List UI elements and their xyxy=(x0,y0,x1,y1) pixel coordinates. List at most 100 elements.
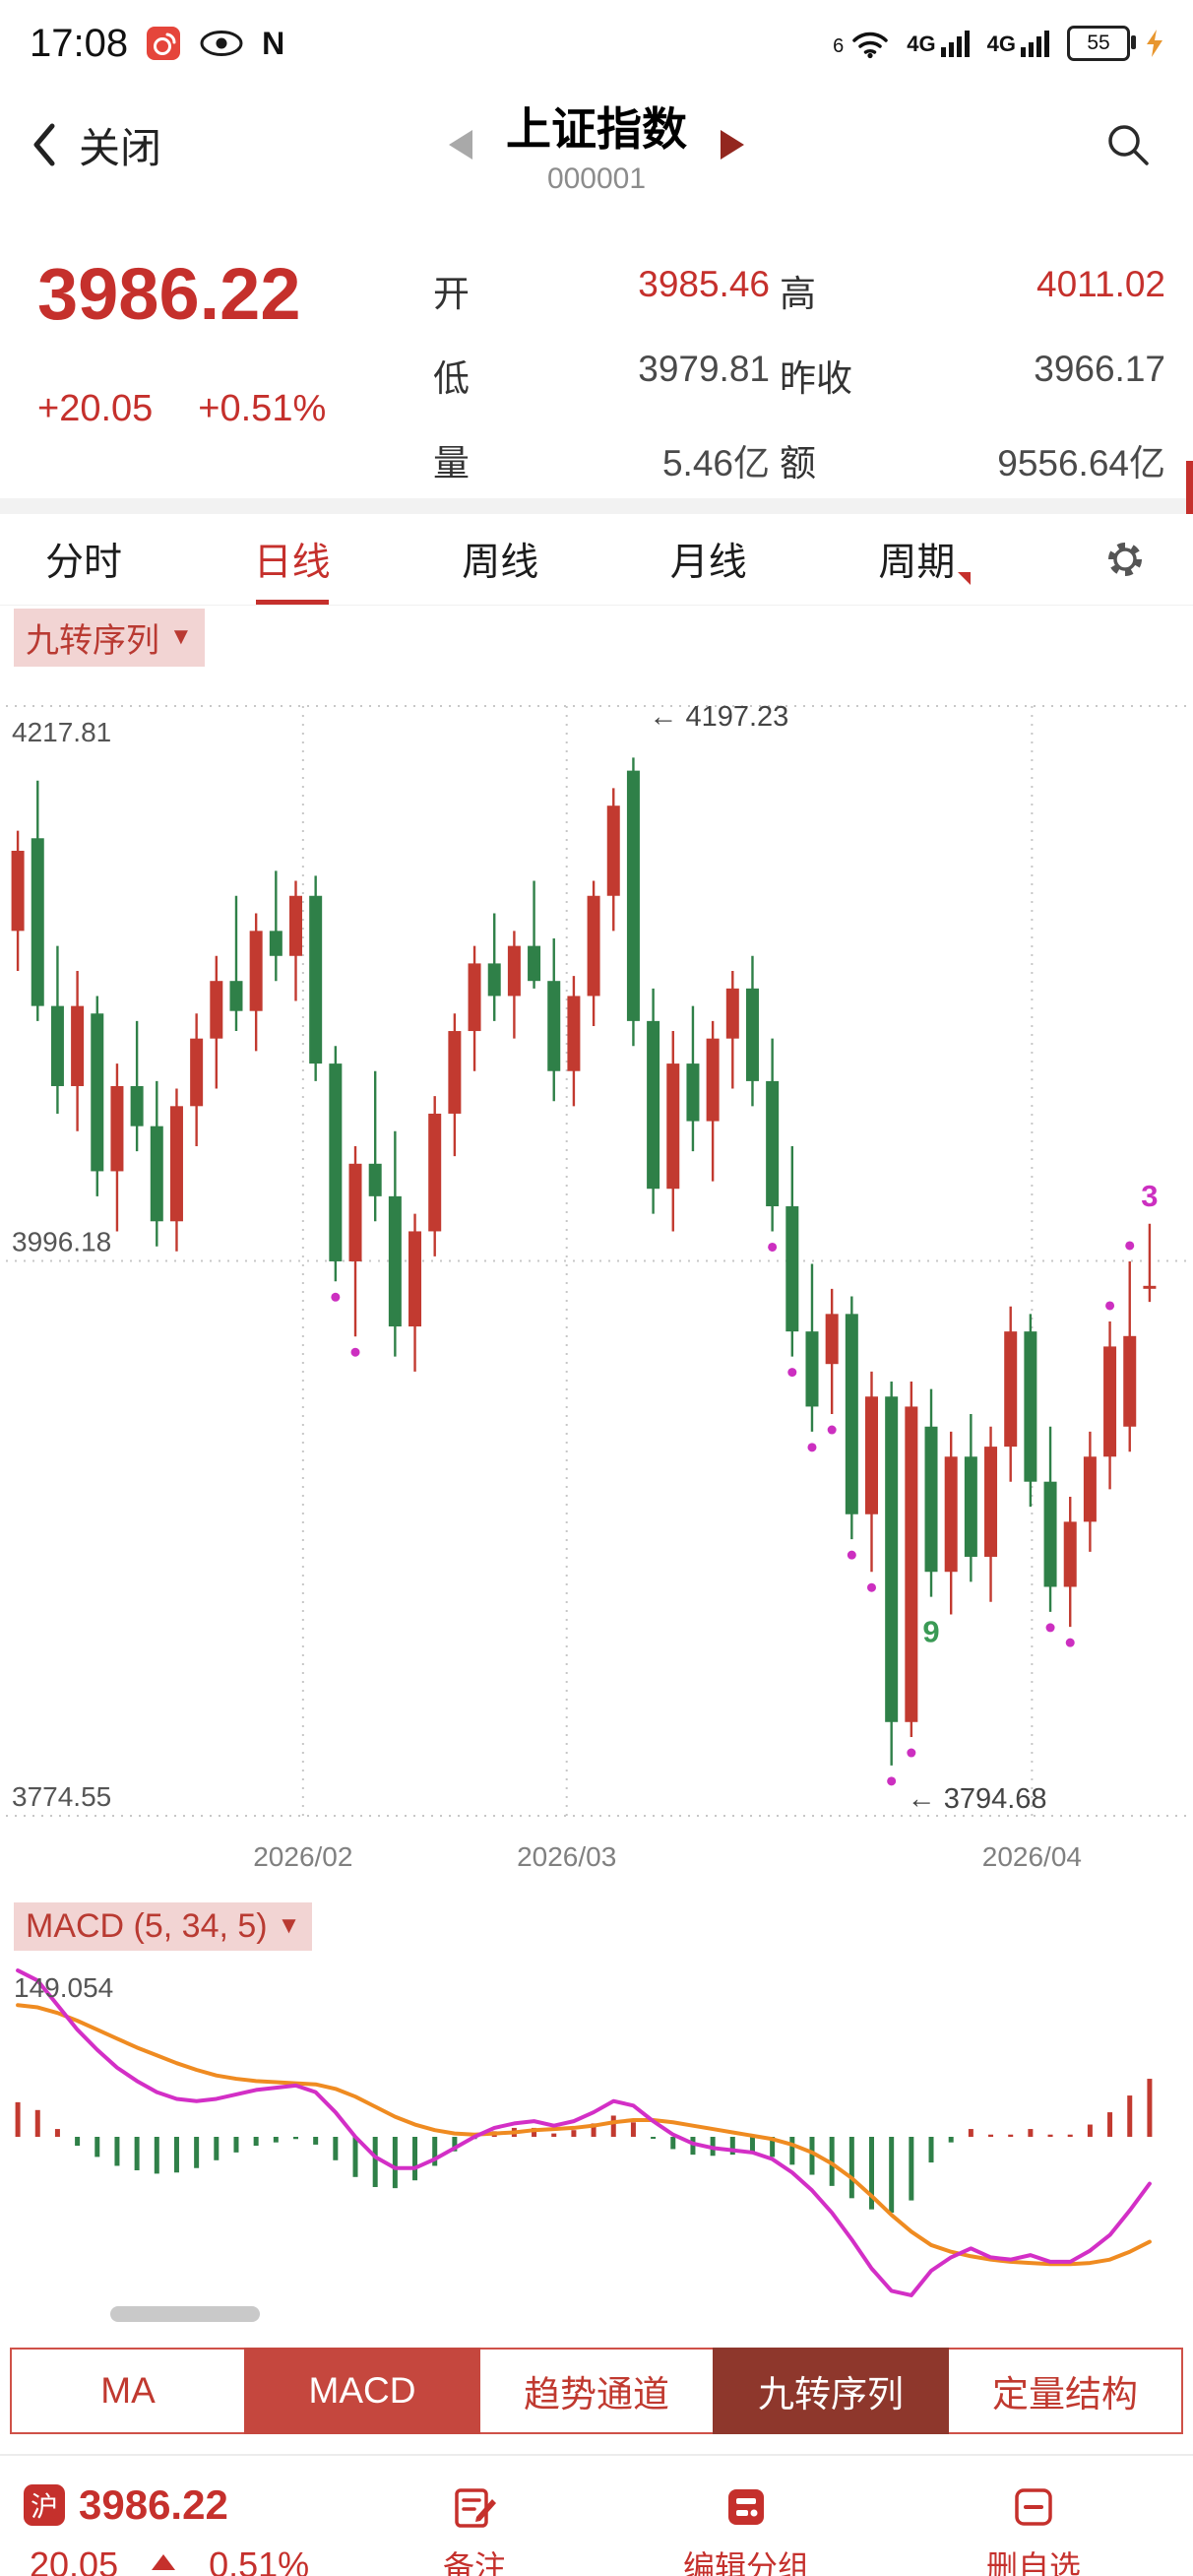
svg-text:2026/02: 2026/02 xyxy=(253,1841,352,1872)
indicator-tab-ma[interactable]: MA xyxy=(10,2348,246,2434)
bottom-change-percent: 0.51% xyxy=(209,2544,310,2576)
close-label: 关闭 xyxy=(79,124,162,171)
volume-value: 5.46亿 xyxy=(661,443,770,483)
signal-bars-icon xyxy=(1021,31,1049,57)
svg-text:9: 9 xyxy=(922,1615,939,1649)
corner-badge-icon xyxy=(958,572,972,585)
pane-scroll-indicator xyxy=(1186,461,1193,514)
high-value: 4011.02 xyxy=(1036,264,1165,304)
market-badge: 沪 xyxy=(24,2484,65,2526)
edit-group-icon xyxy=(727,2489,764,2525)
turnover-label: 额 xyxy=(780,443,816,483)
gear-icon[interactable] xyxy=(1102,537,1148,582)
next-stock-arrow-icon[interactable] xyxy=(721,130,744,160)
nfc-icon: N xyxy=(262,25,285,61)
main-indicator-selector[interactable]: 九转序列 ▼ xyxy=(14,608,205,667)
price-change-percent: +0.51% xyxy=(198,388,327,429)
main-indicator-chip-row: 九转序列 ▼ xyxy=(0,606,1193,669)
open-label: 开 xyxy=(433,274,470,314)
tab-weekly[interactable]: 周线 xyxy=(462,542,539,584)
sim2-signal: 4G xyxy=(987,30,1051,57)
back-chevron-icon xyxy=(33,123,55,166)
charging-bolt-icon xyxy=(1147,30,1162,57)
sub-indicator-chip-row: MACD (5, 34, 5) ▼ xyxy=(0,1895,1193,1958)
indicator-tab-macd[interactable]: MACD xyxy=(244,2348,480,2434)
chevron-down-icon: ▼ xyxy=(277,1912,301,1939)
remove-from-watchlist-icon xyxy=(1015,2488,1052,2526)
volume-label: 量 xyxy=(433,443,470,483)
svg-text:3: 3 xyxy=(1141,1179,1158,1213)
indicator-tab-trend-channel[interactable]: 趋势通道 xyxy=(478,2348,715,2434)
header: 关闭 上证指数 000001 xyxy=(0,87,1193,203)
prev-stock-arrow-icon[interactable] xyxy=(449,130,472,160)
prev-close-value: 3966.17 xyxy=(1034,349,1165,389)
macd-panel: 149.054 xyxy=(0,1958,1193,2332)
tab-daily[interactable]: 日线 xyxy=(254,532,331,605)
main-indicator-label: 九转序列 xyxy=(26,621,159,660)
tab-monthly[interactable]: 月线 xyxy=(669,542,747,584)
tab-period-label: 周期 xyxy=(878,542,956,584)
svg-text:3774.55: 3774.55 xyxy=(12,1781,111,1812)
remove-watchlist-button[interactable]: 删自选 xyxy=(986,2483,1081,2576)
remove-watchlist-label: 删自选 xyxy=(985,2549,1081,2576)
indicator-tab-nine-turn[interactable]: 九转序列 xyxy=(713,2348,949,2434)
chevron-down-icon: ▼ xyxy=(169,623,193,650)
sim1-network-type: 4G xyxy=(907,32,936,56)
stock-code: 000001 xyxy=(546,162,647,195)
close-button[interactable]: 关闭 xyxy=(0,115,161,175)
macd-chart[interactable]: 149.054 xyxy=(0,1958,1193,2332)
indicator-tab-quant-structure[interactable]: 定量结构 xyxy=(947,2348,1183,2434)
weibo-icon xyxy=(147,27,181,60)
tab-time-sharing[interactable]: 分时 xyxy=(45,542,123,584)
open-value: 3985.46 xyxy=(638,264,770,304)
svg-text:← 3794.68: ← 3794.68 xyxy=(908,1783,1047,1815)
clock: 17:08 xyxy=(30,21,129,65)
svg-text:3996.18: 3996.18 xyxy=(12,1227,111,1257)
indicator-tab-bar: MA MACD 趋势通道 九转序列 定量结构 xyxy=(10,2348,1183,2434)
candlestick-chart[interactable]: 2026/02 2026/03 2026/04 4217.81 3996.18 3774.… xyxy=(0,669,1193,1895)
eye-icon xyxy=(200,31,243,56)
sub-indicator-selector[interactable]: MACD (5, 34, 5) ▼ xyxy=(14,1901,313,1951)
svg-text:4217.81: 4217.81 xyxy=(12,717,111,747)
period-tab-bar: 分时 日线 周线 月线 周期 xyxy=(0,514,1193,606)
notes-label: 备注 xyxy=(442,2549,506,2576)
turnover-value: 9556.64亿 xyxy=(997,443,1165,483)
low-label: 低 xyxy=(433,358,470,399)
svg-text:149.054: 149.054 xyxy=(14,1972,113,2003)
low-value: 3979.81 xyxy=(638,349,770,389)
price-change: +20.05 xyxy=(37,388,154,429)
tab-period[interactable]: 周期 xyxy=(878,532,972,587)
sub-indicator-label: MACD (5, 34, 5) xyxy=(26,1906,268,1945)
sim1-signal: 4G xyxy=(907,30,971,57)
up-triangle-icon xyxy=(152,2554,176,2570)
status-bar: 17:08 N 6 4G xyxy=(0,0,1193,87)
search-button[interactable] xyxy=(1104,121,1193,168)
prev-close-label: 昨收 xyxy=(780,358,852,399)
sim2-network-type: 4G xyxy=(986,32,1016,56)
bottom-change: 20.05 xyxy=(30,2544,119,2576)
svg-text:2026/04: 2026/04 xyxy=(982,1841,1082,1872)
battery-percent: 55 xyxy=(1087,32,1110,54)
section-divider xyxy=(0,461,1193,514)
svg-text:← 4197.23: ← 4197.23 xyxy=(649,701,788,733)
chart-scrollbar[interactable] xyxy=(110,2306,260,2322)
signal-bars-icon xyxy=(940,31,970,57)
battery-indicator: 55 xyxy=(1067,26,1136,61)
bottom-quote-summary: 沪 3986.22 20.05 0.51% xyxy=(24,2481,354,2576)
search-icon xyxy=(1108,125,1149,165)
wifi-6-label: 6 xyxy=(833,35,845,57)
bottom-price: 3986.22 xyxy=(79,2481,228,2528)
last-price: 3986.22 xyxy=(37,253,301,335)
high-label: 高 xyxy=(780,274,816,314)
edit-group-button[interactable]: 编辑分组 xyxy=(683,2483,809,2576)
svg-text:2026/03: 2026/03 xyxy=(517,1841,616,1872)
quote-fields-grid: 开 3985.46 高 4011.02 低 3979.81 昨收 3966.17… xyxy=(433,258,1165,498)
notes-button[interactable]: 备注 xyxy=(443,2483,506,2576)
wifi-icon xyxy=(852,32,889,59)
note-icon xyxy=(455,2488,496,2528)
bottom-action-bar: 沪 3986.22 20.05 0.51% 备注 xyxy=(0,2454,1193,2576)
page-title: 上证指数 xyxy=(506,103,687,155)
edit-group-label: 编辑分组 xyxy=(682,2549,809,2576)
quote-panel: 3986.22 +20.05 +0.51% 开 3985.46 高 4011.0… xyxy=(0,203,1193,498)
